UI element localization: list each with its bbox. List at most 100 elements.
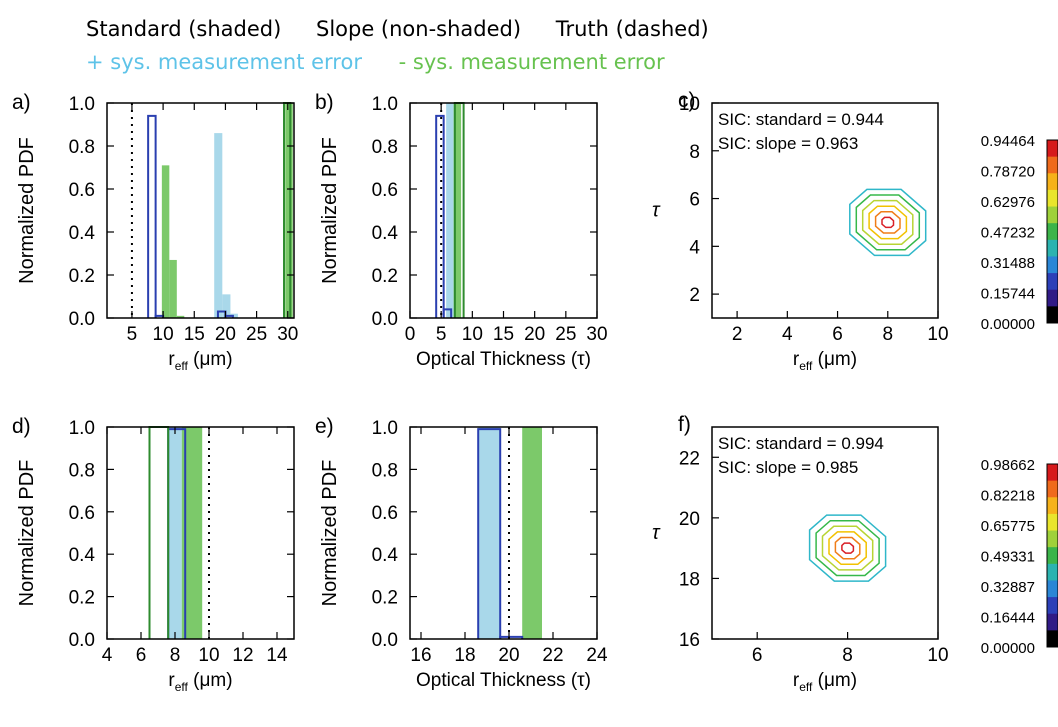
bar-outline (148, 426, 170, 639)
x-tick-label: 5 (127, 324, 138, 345)
colorbar-segment (1047, 306, 1058, 324)
y-tick-label: 22 (679, 448, 700, 469)
colorbar-segment (1047, 256, 1058, 274)
y-axis-label: Normalized PDF (16, 460, 38, 607)
sic-annotation: SIC: standard = 0.994 (718, 434, 884, 453)
y-tick-label: 0.6 (372, 503, 398, 524)
colorbar-label: 0.32887 (981, 579, 1035, 596)
y-tick-label: 0.8 (372, 460, 398, 481)
y-tick-label: 1.0 (69, 94, 95, 115)
x-tick-label: 25 (555, 324, 576, 345)
colorbar-label: 0.78720 (981, 164, 1035, 181)
x-axis-label: reff (μm) (168, 349, 232, 373)
bar-shaded (285, 103, 293, 318)
x-tick-label: 25 (246, 324, 267, 345)
x-tick-label: 6 (752, 645, 763, 666)
x-axis-label: Optical Thickness (τ) (416, 670, 591, 691)
x-tick-label: 10 (153, 324, 174, 345)
colorbar-segment (1047, 630, 1058, 648)
y-tick-label: 1.0 (372, 94, 398, 115)
colorbar-segment (1047, 273, 1058, 291)
plot-frame (409, 102, 598, 319)
y-axis-label: τ (652, 200, 661, 222)
bar-shaded (446, 103, 454, 318)
colorbar-label: 0.98662 (981, 457, 1035, 474)
y-tick-label: 0.0 (372, 309, 398, 330)
contour-line (881, 216, 895, 229)
y-tick-label: 0.4 (69, 545, 96, 566)
legend-row-top: Standard (shaded) Slope (non-shaded) Tru… (86, 17, 737, 41)
colorbar-segment (1047, 239, 1058, 257)
bar-shaded (478, 427, 501, 639)
contour-line (874, 211, 901, 234)
colorbar-label: 0.00000 (981, 640, 1035, 657)
y-tick-label: 0.2 (372, 266, 398, 287)
colorbar-segment (1047, 613, 1058, 631)
x-tick-label: 8 (882, 324, 893, 345)
colorbar-label: 0.65775 (981, 518, 1035, 535)
x-tick-label: 30 (277, 324, 298, 345)
colorbar-segment (1047, 480, 1058, 498)
y-axis-label: Normalized PDF (16, 137, 38, 284)
colorbar-segment (1047, 547, 1058, 565)
colorbar-segment (1047, 140, 1058, 158)
legend-plus-error: + sys. measurement error (86, 50, 362, 74)
legend-slope: Slope (non-shaded) (315, 17, 522, 41)
y-tick-label: 0.4 (372, 223, 399, 244)
bar-shaded (168, 427, 182, 639)
y-tick-label: 0.4 (372, 545, 399, 566)
plot-frame (106, 426, 295, 640)
colorbar-segment (1047, 156, 1058, 174)
y-tick-label: 1.0 (69, 418, 95, 439)
x-tick-label: 20 (498, 645, 519, 666)
x-tick-label: 15 (184, 324, 205, 345)
plot-frame (711, 426, 939, 640)
colorbar-label: 0.49331 (981, 549, 1035, 566)
colorbar-segment (1047, 563, 1058, 581)
x-tick-label: 10 (927, 324, 948, 345)
bar-shaded (176, 315, 185, 318)
bar-shaded (230, 313, 238, 318)
colorbar-frame (1046, 463, 1058, 648)
y-tick-label: 16 (679, 630, 700, 651)
panel-d: 0.0 0.2 0.4 0.6 0.8 1.0 4 6 8 10 12 14 d) Normalized … (12, 415, 295, 694)
colorbar-segment (1047, 513, 1058, 532)
y-tick-label: 0.4 (69, 223, 96, 244)
panel-c: 2 4 6 8 10 2 4 6 8 10 SIC: standard = 0.944 SIC: sl… (652, 89, 1058, 373)
contour-line (815, 519, 880, 577)
bar-shaded (169, 259, 177, 318)
contour-line (821, 525, 874, 571)
y-tick-label: 0.8 (69, 460, 95, 481)
colorbar-label: 0.00000 (981, 316, 1035, 333)
contour-line (841, 542, 855, 554)
bar-shaded (181, 427, 203, 639)
x-tick-label: 10 (198, 645, 219, 666)
bar-outline (435, 114, 445, 318)
x-tick-label: 12 (232, 645, 253, 666)
y-tick-label: 0.6 (372, 180, 398, 201)
panel-e: 0.0 0.2 0.4 0.6 0.8 1.0 16 18 20 22 24 e) Normalized… (315, 415, 608, 691)
contour-line (834, 536, 861, 560)
legend-standard: Standard (shaded) (86, 17, 282, 41)
x-tick-label: 6 (832, 324, 843, 345)
colorbar-segment (1047, 497, 1058, 515)
x-tick-label: 8 (170, 645, 181, 666)
y-axis-label: τ (652, 522, 661, 544)
colorbar-label: 0.31488 (981, 255, 1035, 272)
panel-letter: d) (12, 415, 31, 438)
x-tick-label: 4 (782, 324, 793, 345)
y-tick-label: 0.0 (69, 309, 95, 330)
y-tick-label: 4 (689, 237, 700, 258)
colorbar-label: 0.82218 (981, 488, 1035, 505)
bar-shaded (214, 133, 223, 318)
bar-shaded (522, 427, 542, 639)
panel-letter: a) (12, 91, 31, 114)
contour-line (849, 188, 927, 257)
bar-outline (477, 428, 502, 639)
panel-b: 0.0 0.2 0.4 0.6 0.8 1.0 0 5 10 15 20 25 30 b) Normaliz… (315, 91, 608, 370)
legend-truth: Truth (dashed) (555, 17, 709, 41)
colorbar-segment (1047, 530, 1058, 548)
colorbar-segment (1047, 580, 1058, 598)
y-tick-label: 6 (689, 190, 700, 211)
